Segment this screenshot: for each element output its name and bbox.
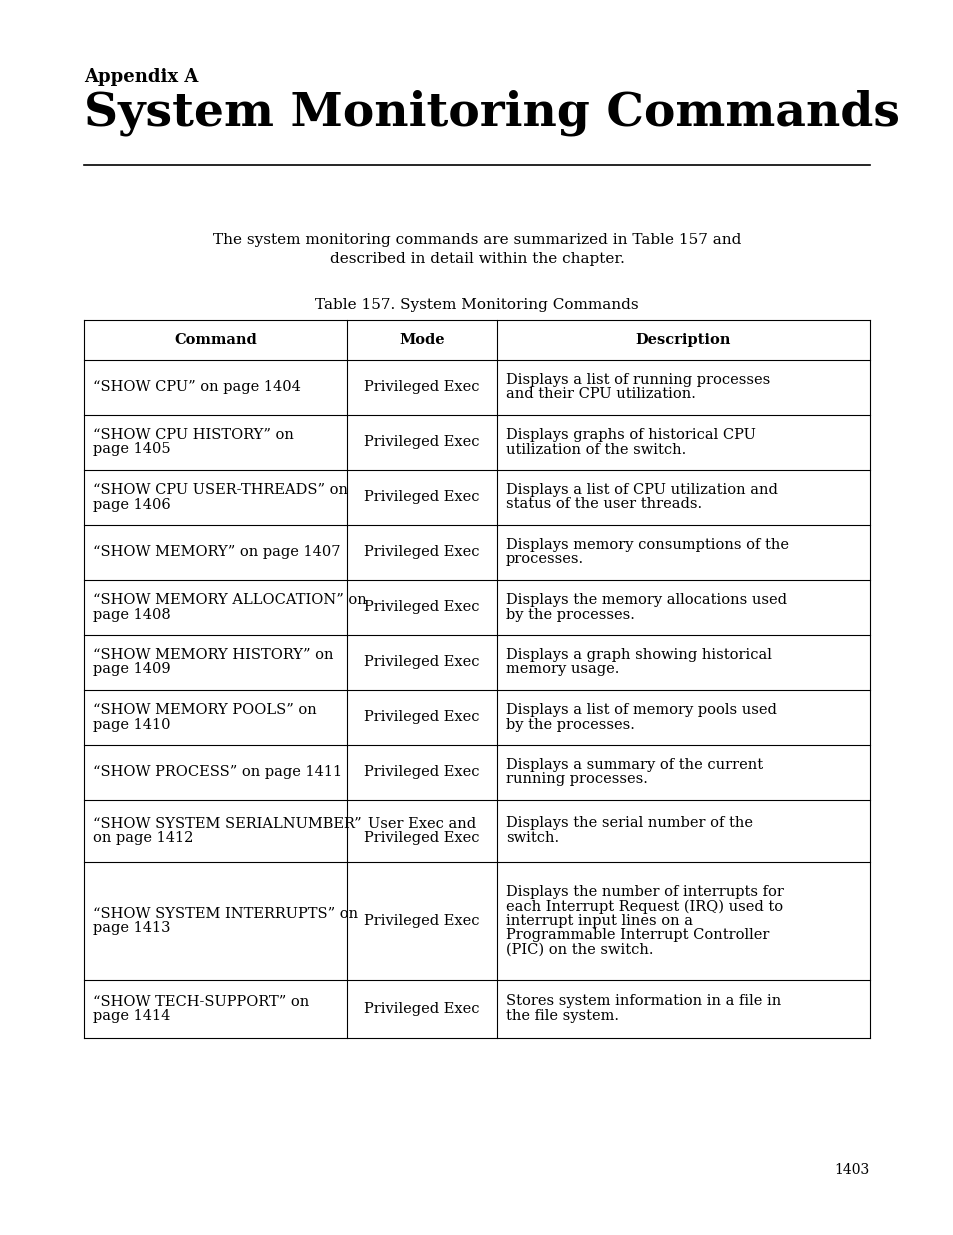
- Text: Privileged Exec: Privileged Exec: [364, 766, 479, 779]
- Text: (PIC) on the switch.: (PIC) on the switch.: [505, 942, 653, 957]
- Text: memory usage.: memory usage.: [505, 662, 618, 677]
- Text: System Monitoring Commands: System Monitoring Commands: [84, 90, 899, 137]
- Text: Stores system information in a file in: Stores system information in a file in: [505, 994, 781, 1009]
- Text: status of the user threads.: status of the user threads.: [505, 498, 701, 511]
- Text: Description: Description: [635, 332, 730, 347]
- Text: Displays a list of memory pools used: Displays a list of memory pools used: [505, 703, 776, 718]
- Text: Privileged Exec: Privileged Exec: [364, 600, 479, 614]
- Text: on page 1412: on page 1412: [92, 831, 193, 845]
- Text: page 1410: page 1410: [92, 718, 171, 731]
- Text: Displays graphs of historical CPU: Displays graphs of historical CPU: [505, 429, 755, 442]
- Text: 1403: 1403: [834, 1163, 869, 1177]
- Text: Displays memory consumptions of the: Displays memory consumptions of the: [505, 538, 788, 552]
- Text: Displays the serial number of the: Displays the serial number of the: [505, 816, 752, 830]
- Text: Table 157. System Monitoring Commands: Table 157. System Monitoring Commands: [314, 298, 639, 312]
- Text: “SHOW TECH-SUPPORT” on: “SHOW TECH-SUPPORT” on: [92, 994, 309, 1009]
- Text: Mode: Mode: [398, 332, 444, 347]
- Text: page 1405: page 1405: [92, 442, 171, 457]
- Text: “SHOW SYSTEM SERIALNUMBER”: “SHOW SYSTEM SERIALNUMBER”: [92, 816, 361, 830]
- Text: Displays a list of running processes: Displays a list of running processes: [505, 373, 769, 387]
- Text: page 1406: page 1406: [92, 498, 171, 511]
- Text: “SHOW CPU” on page 1404: “SHOW CPU” on page 1404: [92, 380, 300, 394]
- Text: “SHOW CPU USER-THREADS” on: “SHOW CPU USER-THREADS” on: [92, 483, 348, 496]
- Text: and their CPU utilization.: and their CPU utilization.: [505, 388, 695, 401]
- Text: “SHOW MEMORY ALLOCATION” on: “SHOW MEMORY ALLOCATION” on: [92, 593, 366, 606]
- Text: Privileged Exec: Privileged Exec: [364, 656, 479, 669]
- Text: running processes.: running processes.: [505, 773, 647, 787]
- Text: “SHOW PROCESS” on page 1411: “SHOW PROCESS” on page 1411: [92, 766, 342, 779]
- Text: processes.: processes.: [505, 552, 583, 567]
- Text: the file system.: the file system.: [505, 1009, 618, 1023]
- Text: Displays a summary of the current: Displays a summary of the current: [505, 758, 762, 772]
- Text: Privileged Exec: Privileged Exec: [364, 914, 479, 927]
- Text: Privileged Exec: Privileged Exec: [364, 1002, 479, 1015]
- Text: Displays the number of interrupts for: Displays the number of interrupts for: [505, 884, 782, 899]
- Text: by the processes.: by the processes.: [505, 608, 634, 621]
- Text: “SHOW MEMORY” on page 1407: “SHOW MEMORY” on page 1407: [92, 545, 340, 559]
- Text: switch.: switch.: [505, 831, 558, 845]
- Text: Privileged Exec: Privileged Exec: [364, 435, 479, 450]
- Text: Displays the memory allocations used: Displays the memory allocations used: [505, 593, 786, 606]
- Text: Appendix A: Appendix A: [84, 68, 198, 86]
- Text: page 1408: page 1408: [92, 608, 171, 621]
- Text: Displays a graph showing historical: Displays a graph showing historical: [505, 648, 771, 662]
- Text: Privileged Exec: Privileged Exec: [364, 831, 479, 845]
- Text: Privileged Exec: Privileged Exec: [364, 380, 479, 394]
- Text: Command: Command: [174, 332, 256, 347]
- Text: page 1413: page 1413: [92, 921, 171, 935]
- Text: interrupt input lines on a: interrupt input lines on a: [505, 914, 692, 927]
- Text: by the processes.: by the processes.: [505, 718, 634, 731]
- Text: page 1414: page 1414: [92, 1009, 171, 1023]
- Text: The system monitoring commands are summarized in Table 157 and: The system monitoring commands are summa…: [213, 233, 740, 247]
- Text: utilization of the switch.: utilization of the switch.: [505, 442, 685, 457]
- Text: Privileged Exec: Privileged Exec: [364, 545, 479, 559]
- Text: Displays a list of CPU utilization and: Displays a list of CPU utilization and: [505, 483, 777, 496]
- Text: User Exec and: User Exec and: [368, 816, 476, 830]
- Text: each Interrupt Request (IRQ) used to: each Interrupt Request (IRQ) used to: [505, 899, 782, 914]
- Text: “SHOW SYSTEM INTERRUPTS” on: “SHOW SYSTEM INTERRUPTS” on: [92, 906, 357, 920]
- Text: described in detail within the chapter.: described in detail within the chapter.: [329, 252, 624, 266]
- Text: “SHOW MEMORY POOLS” on: “SHOW MEMORY POOLS” on: [92, 703, 316, 718]
- Text: Privileged Exec: Privileged Exec: [364, 710, 479, 724]
- Text: “SHOW CPU HISTORY” on: “SHOW CPU HISTORY” on: [92, 429, 294, 442]
- Text: Programmable Interrupt Controller: Programmable Interrupt Controller: [505, 929, 768, 942]
- Text: “SHOW MEMORY HISTORY” on: “SHOW MEMORY HISTORY” on: [92, 648, 334, 662]
- Text: Privileged Exec: Privileged Exec: [364, 490, 479, 504]
- Text: page 1409: page 1409: [92, 662, 171, 677]
